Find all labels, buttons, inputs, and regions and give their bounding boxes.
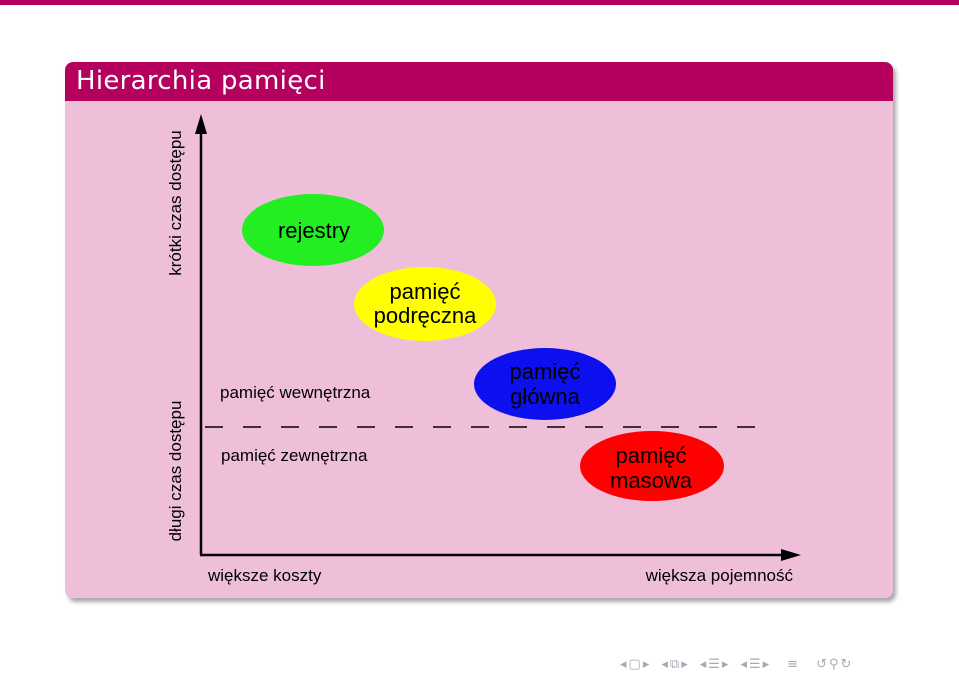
arrow-left-icon[interactable]: ◂ <box>661 656 668 672</box>
align-icon[interactable]: ≡ <box>787 656 799 672</box>
node-pamiec-masowa-ellipse <box>580 431 724 501</box>
frame-icon[interactable]: ▢ <box>628 656 641 672</box>
section-icon[interactable]: ☰ <box>708 656 720 672</box>
y-axis-arrowhead <box>195 114 207 134</box>
top-rule <box>0 0 959 5</box>
arrow-left-icon[interactable]: ◂ <box>740 656 747 672</box>
y-top-label: krótki czas dostępu <box>166 130 185 276</box>
node-pamiec-podreczna-ellipse <box>354 267 496 341</box>
arrow-right-icon[interactable]: ▸ <box>762 656 770 672</box>
node-rejestry: rejestry <box>242 194 384 266</box>
search-icon[interactable]: ⚲ <box>828 656 839 672</box>
x-left-label: większe koszty <box>207 566 322 585</box>
arrow-left-icon[interactable]: ◂ <box>699 656 707 672</box>
beamer-navigation-bar: ◂ ▢ ▸ ◂ ⧉ ▸ ◂ ☰ ▸ ◂ ☰ ▸ ≡ ↺ ⚲ ↻ <box>620 654 851 674</box>
node-pamiec-podreczna-line2: podręczna <box>374 303 478 328</box>
x-right-label: większa pojemność <box>645 566 794 585</box>
node-pamiec-masowa-line1: pamięć <box>616 443 687 468</box>
redo-icon[interactable]: ↻ <box>840 656 852 672</box>
arrow-right-icon[interactable]: ▸ <box>681 656 688 672</box>
arrow-left-icon[interactable]: ◂ <box>620 656 627 672</box>
node-pamiec-glowna-line1: pamięć <box>510 359 581 384</box>
slide-block: Hierarchia pamięci <box>65 62 893 598</box>
node-rejestry-ellipse <box>242 194 384 266</box>
internal-memory-label: pamięć wewnętrzna <box>220 383 371 402</box>
node-pamiec-glowna-line2: główna <box>510 384 580 409</box>
node-rejestry-label: rejestry <box>278 218 350 243</box>
node-pamiec-glowna-ellipse <box>474 348 616 420</box>
arrow-right-icon[interactable]: ▸ <box>721 656 729 672</box>
x-axis-arrowhead <box>781 549 801 561</box>
node-pamiec-masowa: pamięć masowa <box>580 431 724 501</box>
node-pamiec-podreczna-line1: pamięć <box>390 279 461 304</box>
undo-icon[interactable]: ↺ <box>816 656 827 672</box>
subsection-icon[interactable]: ☰ <box>748 656 761 672</box>
block-body <box>65 101 893 598</box>
node-pamiec-masowa-line2: masowa <box>610 468 693 493</box>
node-pamiec-podreczna: pamięć podręczna <box>354 267 496 341</box>
y-bottom-label: długi czas dostępu <box>166 401 185 542</box>
node-pamiec-glowna: pamięć główna <box>474 348 616 420</box>
external-memory-label: pamięć zewnętrzna <box>221 446 368 465</box>
slides-icon[interactable]: ⧉ <box>669 656 680 672</box>
slide-title: Hierarchia pamięci <box>65 62 893 101</box>
arrow-right-icon[interactable]: ▸ <box>642 656 650 672</box>
